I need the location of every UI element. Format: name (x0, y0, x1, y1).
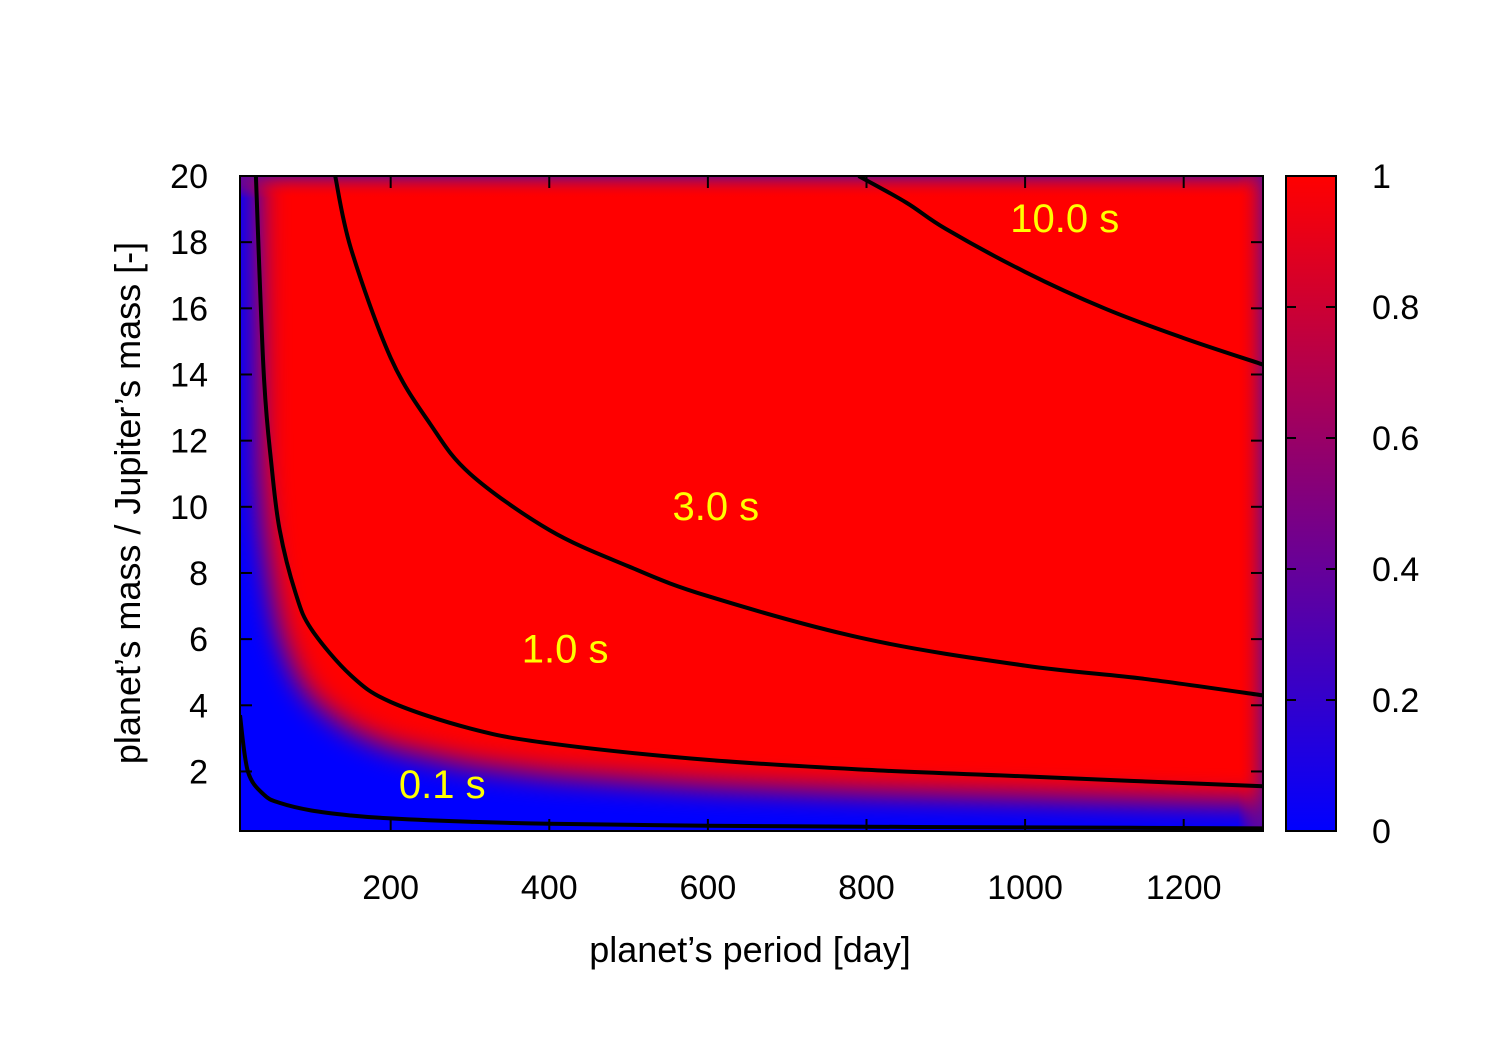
y-tick-label: 10 (170, 489, 208, 527)
contour-label-1: 0.1 s (399, 763, 486, 807)
x-axis: 200 400 600 800 1000 1200 (362, 176, 1222, 907)
colorbar-tick-label: 0 (1372, 813, 1391, 851)
x-tick-label: 1000 (987, 869, 1063, 907)
heatmap-top-edge (240, 176, 1263, 198)
contour-line-3 (333, 176, 1263, 698)
y-tick-label: 16 (170, 290, 208, 328)
colorbar-ticks: 0 0.2 0.4 0.6 0.8 1 (1286, 158, 1419, 851)
y-tick-label: 18 (170, 224, 208, 262)
colorbar-tick-label: 1 (1372, 158, 1391, 196)
y-axis: 2 4 6 8 10 12 14 16 18 20 (170, 158, 1263, 791)
y-tick-label: 6 (189, 621, 208, 659)
contour-line-1 (240, 714, 1263, 831)
y-tick-label: 14 (170, 356, 208, 394)
heatmap-high-region (257, 176, 1263, 804)
colorbar-gradient (1285, 175, 1337, 832)
x-axis-label: planet’s period [day] (589, 929, 911, 970)
contour-lines (240, 176, 1263, 831)
contour-line-2 (253, 176, 1263, 789)
y-axis-label: planet’s mass / Jupiter’s mass [-] (107, 242, 148, 764)
contour-label-3: 3.0 s (672, 485, 759, 529)
x-tick-label: 1200 (1146, 869, 1222, 907)
colorbar: 0 0.2 0.4 0.6 0.8 1 (1285, 158, 1419, 851)
contour-label-4: 10.0 s (1010, 197, 1119, 241)
contour-labels: 0.1 s 1.0 s 3.0 s 10.0 s (399, 197, 1119, 807)
y-tick-label: 8 (189, 555, 208, 593)
y-tick-label: 20 (170, 158, 208, 196)
colorbar-tick-label: 0.4 (1372, 551, 1419, 589)
x-tick-label: 600 (680, 869, 737, 907)
y-tick-label: 2 (189, 753, 208, 791)
x-tick-label: 800 (838, 869, 895, 907)
heatmap-right-edge (1238, 176, 1263, 831)
plot-area (240, 176, 1263, 831)
plot-frame (239, 175, 1264, 832)
colorbar-tick-label: 0.2 (1372, 682, 1419, 720)
colorbar-tick-label: 0.8 (1372, 289, 1419, 327)
colorbar-tick-label: 0.6 (1372, 420, 1419, 458)
contour-line-4 (857, 176, 1263, 367)
y-tick-label: 4 (189, 687, 208, 725)
x-tick-label: 200 (362, 869, 419, 907)
contour-label-2: 1.0 s (522, 627, 609, 671)
y-tick-label: 12 (170, 423, 208, 461)
x-tick-label: 400 (521, 869, 578, 907)
